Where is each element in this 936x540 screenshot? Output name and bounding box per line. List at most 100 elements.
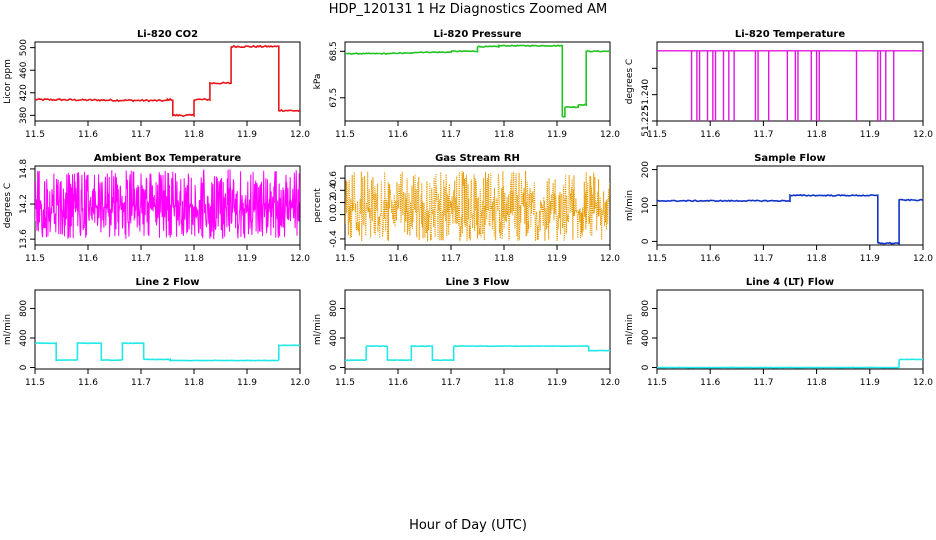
x-tick-label: 11.7 [441, 254, 461, 264]
series-line [345, 344, 610, 362]
y-axis-label: ml/min [625, 190, 635, 221]
x-tick-label: 11.9 [547, 254, 567, 264]
y-tick-label: 51.240 [641, 79, 651, 111]
x-tick-label: 11.5 [335, 130, 355, 140]
x-tick-label: 11.8 [807, 254, 827, 264]
x-tick-label: 11.6 [78, 130, 98, 140]
x-tick-label: 11.5 [647, 254, 667, 264]
y-tick-label: 0 [641, 364, 651, 370]
y-tick-label: 0.2 [329, 195, 339, 209]
y-axis-label: ml/min [313, 314, 323, 345]
x-tick-label: 11.8 [494, 254, 514, 264]
y-axis-label: kPa [313, 74, 323, 90]
x-tick-label: 12.0 [913, 378, 933, 388]
y-tick-label: 800 [641, 300, 651, 317]
x-tick-label: 11.5 [25, 378, 45, 388]
x-tick-label: 11.9 [860, 378, 880, 388]
series-line [345, 44, 610, 118]
series-line [35, 169, 300, 240]
y-tick-label: 0.6 [329, 171, 339, 186]
x-tick-label: 11.7 [441, 378, 461, 388]
panel-rh: Gas Stream RH percent 11.5 11.6 11.7 11.8 11.9… [313, 153, 620, 264]
y-axis-label: degrees C [3, 183, 13, 228]
panel-title: Li-820 CO2 [137, 29, 198, 40]
panel-licor-temp: Li-820 Temperature degrees C 11.5 11.6 11.7 1… [625, 29, 933, 140]
x-tick-label: 11.5 [647, 378, 667, 388]
y-tick-label: 14.8 [19, 159, 29, 179]
y-tick-label: 420 [19, 84, 29, 101]
x-tick-label: 11.7 [131, 254, 151, 264]
x-tick-label: 11.8 [184, 254, 204, 264]
x-tick-label: 11.5 [647, 130, 667, 140]
figure-title: HDP_120131 1 Hz Diagnostics Zoomed AM [328, 2, 608, 17]
plot-frame [34, 289, 301, 370]
series-points [345, 170, 610, 242]
x-tick-label: 11.5 [25, 130, 45, 140]
x-tick-label: 11.6 [78, 254, 98, 264]
x-tick-label: 11.6 [388, 130, 408, 140]
panel-title: Ambient Box Temperature [94, 153, 241, 164]
y-tick-label: 0 [641, 238, 651, 244]
x-tick-label: 11.7 [753, 254, 773, 264]
y-axis-label: ml/min [625, 314, 635, 345]
plot-frame [656, 41, 924, 122]
y-tick-label: 68.5 [329, 41, 339, 61]
x-tick-label: 11.7 [131, 130, 151, 140]
panel-box-temp: Ambient Box Temperature degrees C 11.5 11.6… [3, 153, 310, 264]
x-tick-label: 11.7 [131, 378, 151, 388]
panel-title: Line 3 Flow [446, 277, 510, 288]
x-tick-label: 11.8 [807, 378, 827, 388]
panel-line4: Line 4 (LT) Flow ml/min 11.5 11.6 11.7 11.8 11… [625, 277, 933, 388]
y-axis-label: degrees C [625, 59, 635, 104]
x-tick-label: 12.0 [290, 130, 310, 140]
y-tick-label: 400 [641, 329, 651, 346]
y-tick-label: 400 [329, 329, 339, 346]
y-tick-label: 51.225 [641, 105, 651, 137]
plot-frame [656, 165, 924, 246]
series-line [35, 342, 300, 362]
series-line [657, 193, 923, 245]
panel-sample-flow: Sample Flow ml/min 11.5 11.6 11.7 11.8 11.9 12.… [625, 153, 933, 264]
panel-pressure: Li-820 Pressure kPa 11.5 11.6 11.7 11.8 11.9 12… [313, 29, 620, 140]
y-tick-label: 0 [329, 364, 339, 370]
x-tick-label: 11.6 [78, 378, 98, 388]
panel-title: Line 4 (LT) Flow [746, 277, 834, 288]
y-tick-label: 800 [19, 300, 29, 317]
plot-frame [656, 289, 924, 370]
x-tick-label: 12.0 [600, 378, 620, 388]
y-axis-label: percent [313, 188, 323, 223]
x-tick-label: 12.0 [290, 378, 310, 388]
x-tick-label: 11.9 [237, 254, 257, 264]
series-line [35, 44, 300, 118]
y-tick-label: 67.5 [329, 88, 339, 108]
y-tick-label: 500 [19, 39, 29, 56]
x-tick-label: 11.8 [494, 378, 514, 388]
y-tick-label: 400 [19, 329, 29, 346]
x-tick-label: 11.9 [547, 378, 567, 388]
y-tick-label: -0.4 [329, 230, 339, 248]
y-tick-label: 380 [19, 106, 29, 123]
x-tick-label: 11.5 [335, 378, 355, 388]
series-line [657, 358, 923, 369]
y-axis-label: Licor ppm [3, 59, 13, 104]
x-tick-label: 11.9 [547, 130, 567, 140]
y-tick-label: 800 [329, 300, 339, 317]
x-tick-label: 11.9 [237, 378, 257, 388]
y-tick-label: 0.4 [329, 183, 339, 198]
x-tick-label: 11.9 [237, 130, 257, 140]
panel-title: Li-820 Temperature [735, 29, 845, 40]
y-axis-label: ml/min [3, 314, 13, 345]
x-tick-label: 11.7 [753, 378, 773, 388]
x-tick-label: 12.0 [600, 254, 620, 264]
y-tick-label: 200 [641, 161, 651, 178]
panel-title: Gas Stream RH [435, 153, 520, 164]
panel-title: Sample Flow [754, 153, 826, 164]
y-tick-label: 14.2 [19, 194, 29, 214]
x-tick-label: 11.9 [860, 130, 880, 140]
panel-title: Li-820 Pressure [433, 29, 521, 40]
x-tick-label: 11.8 [807, 130, 827, 140]
y-tick-label: 0 [19, 364, 29, 370]
x-tick-label: 12.0 [600, 130, 620, 140]
y-tick-label: 13.6 [19, 229, 29, 249]
